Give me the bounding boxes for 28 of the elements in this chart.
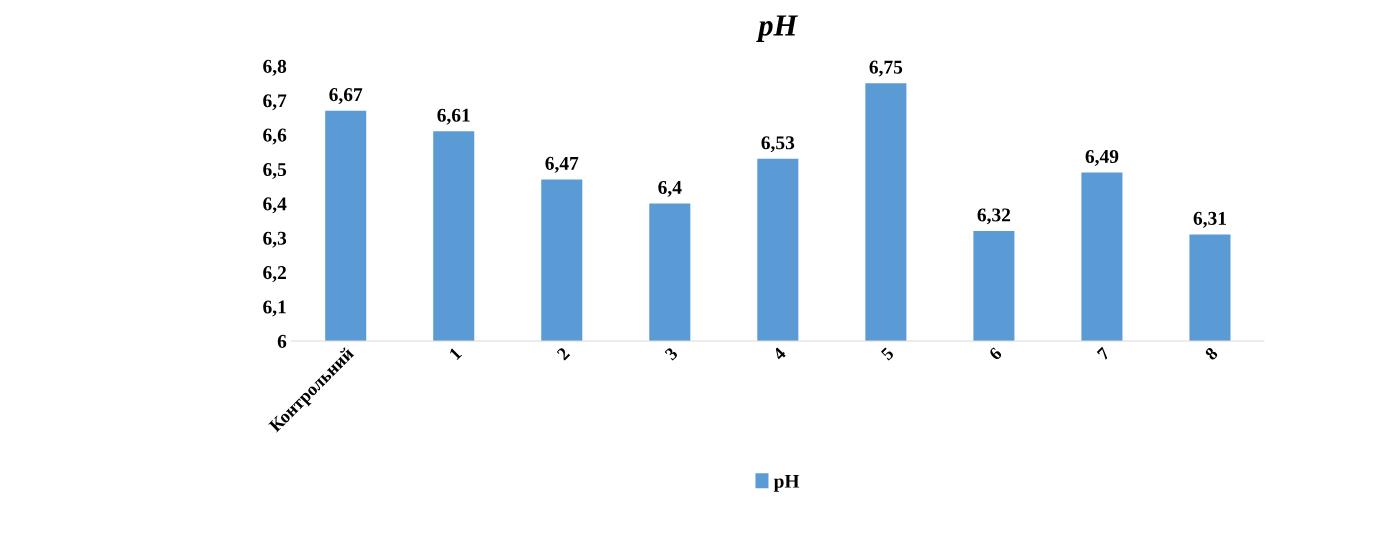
data-label: 6,75 (869, 60, 903, 77)
y-tick-label: 6,4 (263, 197, 287, 214)
data-label: 6,31 (1193, 211, 1226, 228)
x-tick-label: 6 (988, 346, 1003, 361)
legend-label: pH (773, 474, 800, 492)
data-label: 6,49 (1085, 149, 1119, 166)
data-label: 6,4 (658, 180, 682, 197)
data-label: 6,32 (977, 208, 1011, 225)
data-label: 6,67 (329, 88, 363, 104)
x-tick-label: 4 (772, 346, 787, 361)
y-tick-label: 6,6 (263, 128, 287, 145)
chart-title: pH (756, 15, 799, 42)
x-tick-label: 8 (1204, 346, 1219, 361)
x-tick-label: 2 (556, 346, 571, 361)
y-tick-label: 6,1 (263, 300, 286, 317)
y-tick-label: 6 (277, 334, 287, 348)
y-tick-label: 6,8 (263, 59, 287, 76)
x-tick-label: 7 (1096, 346, 1111, 361)
y-tick-label: 6,2 (263, 266, 286, 283)
data-label: 6,47 (545, 156, 579, 173)
y-tick-label: 6,5 (263, 163, 287, 179)
y-tick-label: 6,7 (263, 94, 287, 111)
x-tick-label: 1 (448, 346, 462, 361)
x-tick-label: 5 (880, 346, 895, 361)
x-tick-label: 3 (664, 346, 679, 361)
data-label: 6,53 (761, 136, 795, 153)
y-tick-label: 6,3 (263, 231, 287, 248)
data-label: 6,61 (437, 108, 470, 125)
